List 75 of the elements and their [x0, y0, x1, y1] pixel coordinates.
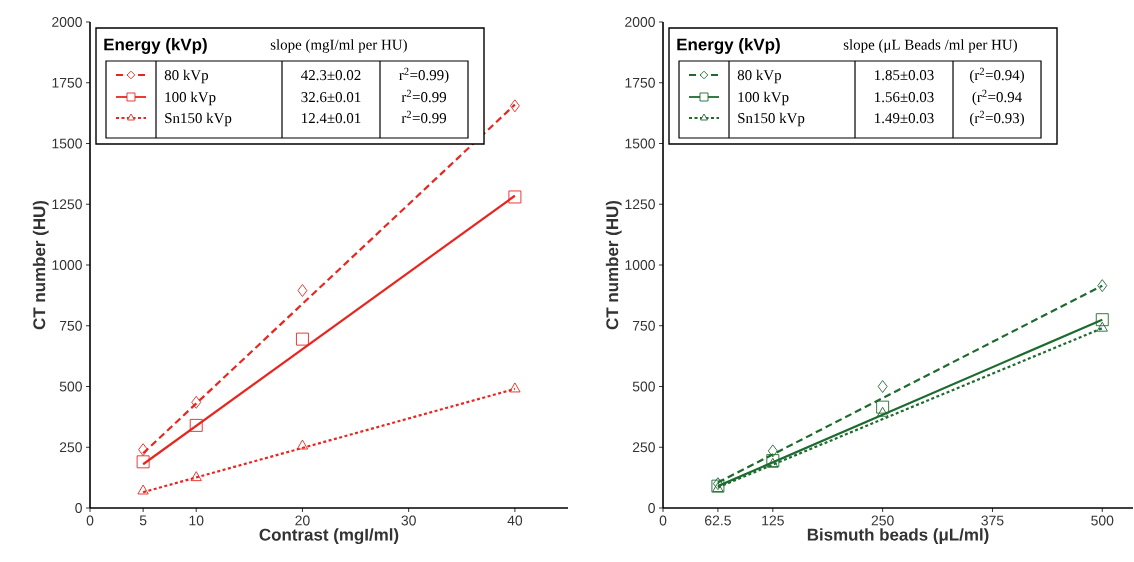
- point: [509, 99, 520, 113]
- point: [1095, 313, 1109, 327]
- annotation: r$^{2}$=0.99: [401, 110, 447, 124]
- y-tick-label: 750: [632, 320, 655, 331]
- x-tick-label: 250: [871, 515, 894, 526]
- y-tick-label: 2000: [52, 17, 82, 27]
- x-tick-label: 62.5: [705, 515, 731, 526]
- y-tick-label: 750: [59, 320, 82, 331]
- point: [876, 400, 890, 414]
- point: [1097, 279, 1108, 293]
- x-axis-title: Contrast (mgI/ml): [259, 528, 399, 545]
- y-axis-title: CT number (HU): [32, 200, 49, 330]
- point: [877, 380, 888, 393]
- x-tick-label: 0: [659, 515, 667, 526]
- x-tick-label: 40: [507, 515, 523, 526]
- legend-label: 100 kVp: [738, 91, 789, 106]
- y-axis-title: CT number (HU): [605, 200, 622, 330]
- point: [138, 443, 149, 457]
- y-tick-label: 1250: [52, 199, 82, 210]
- point: [189, 418, 203, 432]
- y-tick-label: 1500: [625, 138, 655, 149]
- x-axis-title: Bismuth beads (μL/ml): [807, 528, 989, 545]
- point: [296, 439, 309, 450]
- point: [297, 284, 308, 297]
- point: [137, 484, 149, 495]
- point: [296, 332, 309, 346]
- y-tick-label: 250: [632, 442, 655, 453]
- y-tick-label: 250: [59, 442, 82, 453]
- annotation: 12.4±0.01: [302, 113, 361, 124]
- annotation: 1.85±0.03: [875, 70, 934, 81]
- x-tick-label: 0: [86, 515, 94, 526]
- x-tick-label: 30: [401, 515, 416, 526]
- y-tick-label: 2000: [625, 17, 655, 27]
- y-tick-label: 500: [59, 381, 82, 392]
- point: [191, 395, 202, 409]
- point: [1096, 321, 1108, 332]
- x-tick-label: 125: [762, 515, 784, 526]
- y-tick-label: 1000: [52, 260, 82, 270]
- annotation: (r$^{2}$=0.93): [970, 110, 1024, 127]
- legend-title: Energy (kVp): [104, 38, 207, 54]
- legend-label: Sn150 kVp: [165, 112, 232, 127]
- y-tick-label: 0: [75, 503, 82, 513]
- annotation: 1.49±0.03: [875, 113, 934, 124]
- point: [136, 455, 150, 469]
- x-tick-label: 20: [295, 515, 310, 526]
- legend-label: 80 kVp: [737, 69, 782, 84]
- annotation: 32.6±0.01: [301, 92, 361, 103]
- y-tick-label: 1500: [52, 138, 82, 149]
- y-tick-label: 1000: [625, 260, 655, 270]
- y-tick-label: 1750: [52, 77, 82, 88]
- legend-label: 80 kVp: [164, 69, 209, 84]
- x-tick-label: 375: [981, 515, 1004, 526]
- annotation: slope (mgI/ml per HU): [270, 39, 407, 53]
- point: [190, 471, 202, 482]
- point: [876, 406, 889, 417]
- annotation: (r$^{2}$=0.94): [970, 67, 1024, 84]
- annotation: r$^{2}$=0.99: [401, 89, 447, 103]
- point: [508, 190, 522, 204]
- legend-title: Energy (kVp): [677, 38, 780, 54]
- y-tick-label: 0: [648, 503, 655, 513]
- x-tick-label: 5: [139, 515, 147, 526]
- annotation: (r$^{2}$=0.94: [972, 89, 1022, 106]
- y-tick-label: 1750: [625, 77, 655, 88]
- x-tick-label: 500: [1091, 515, 1114, 526]
- point: [767, 444, 778, 458]
- y-tick-label: 500: [632, 381, 655, 392]
- y-tick-label: 1250: [625, 199, 655, 210]
- legend-label: 100 kVp: [165, 91, 216, 106]
- annotation: 42.3±0.02: [301, 70, 361, 81]
- annotation: r$^{2}$=0.99): [399, 67, 449, 84]
- annotation: 1.56±0.03: [875, 92, 934, 103]
- annotation: slope (μL Beads /ml per HU): [843, 39, 1017, 53]
- x-tick-label: 10: [189, 515, 204, 526]
- legend-label: Sn150 kVp: [738, 112, 805, 127]
- point: [509, 382, 521, 393]
